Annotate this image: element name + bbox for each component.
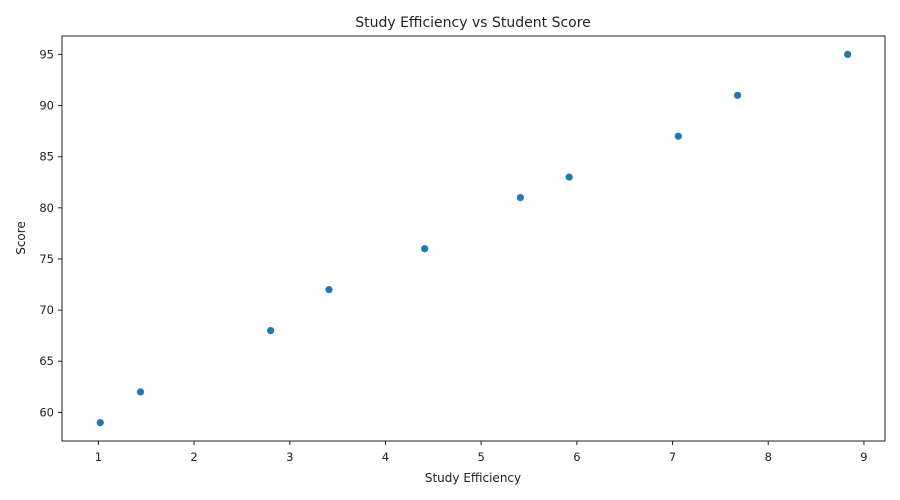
x-tick-label: 5 bbox=[477, 450, 484, 464]
y-tick-label: 90 bbox=[39, 99, 54, 113]
data-point bbox=[421, 245, 429, 253]
x-axis-label: Study Efficiency bbox=[425, 471, 521, 485]
x-tick-label: 1 bbox=[95, 450, 102, 464]
x-tick-label: 7 bbox=[669, 450, 676, 464]
y-axis: 60 65 70 75 80 85 90 95 bbox=[39, 47, 62, 419]
chart-title: Study Efficiency vs Student Score bbox=[355, 15, 591, 31]
data-point bbox=[325, 286, 333, 294]
x-tick-label: 6 bbox=[573, 450, 580, 464]
x-axis: 1 2 3 4 5 6 7 8 9 bbox=[95, 441, 868, 464]
y-tick-label: 60 bbox=[39, 405, 54, 419]
data-point bbox=[734, 91, 742, 99]
x-tick-label: 3 bbox=[286, 450, 293, 464]
y-tick-label: 95 bbox=[39, 47, 54, 61]
data-points bbox=[96, 50, 852, 427]
data-point bbox=[516, 193, 524, 202]
x-tick-label: 8 bbox=[765, 450, 772, 464]
data-point bbox=[136, 388, 145, 396]
x-tick-label: 4 bbox=[382, 450, 389, 464]
plot-frame bbox=[61, 35, 886, 442]
y-tick-label: 75 bbox=[39, 252, 54, 266]
data-point bbox=[96, 418, 104, 427]
data-point bbox=[565, 173, 573, 181]
y-tick-label: 85 bbox=[39, 150, 54, 164]
y-tick-label: 80 bbox=[39, 201, 54, 215]
data-point bbox=[844, 50, 852, 59]
x-tick-label: 9 bbox=[860, 450, 867, 464]
data-point bbox=[674, 132, 682, 140]
y-tick-label: 70 bbox=[39, 303, 54, 317]
y-tick-label: 65 bbox=[39, 354, 54, 368]
y-axis-label: Score bbox=[14, 221, 28, 255]
data-point bbox=[267, 326, 275, 335]
x-tick-label: 2 bbox=[190, 450, 197, 464]
